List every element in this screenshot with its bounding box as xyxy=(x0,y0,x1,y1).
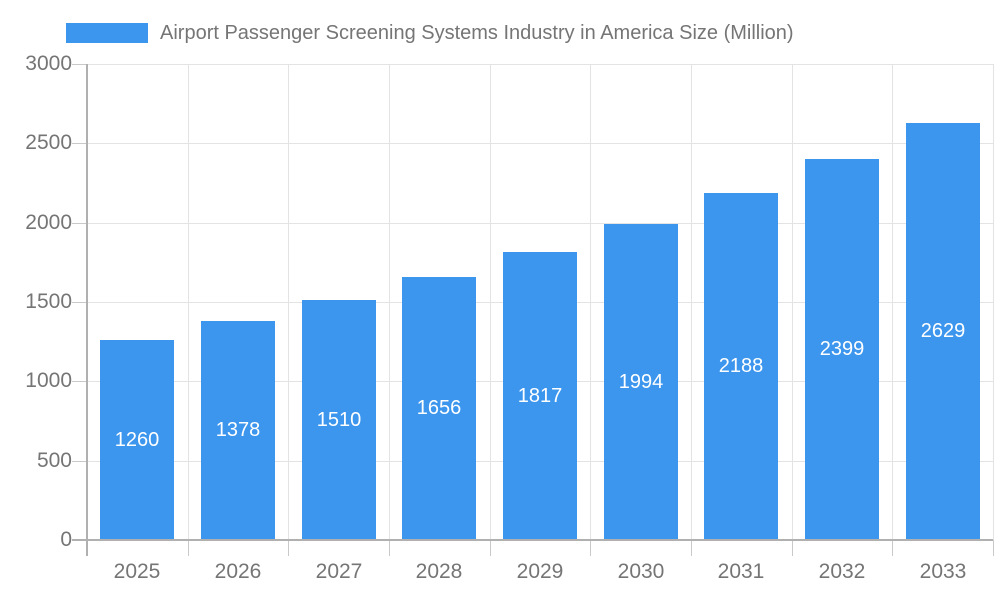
x-axis-tick-label: 2027 xyxy=(315,560,363,583)
y-axis-tick xyxy=(72,302,87,303)
y-axis-tick xyxy=(72,381,87,382)
gridline-vertical xyxy=(993,64,994,540)
bar-value-label: 1378 xyxy=(215,419,261,441)
x-axis-tick xyxy=(691,540,692,556)
bar-2033[interactable]: 2629 xyxy=(906,123,980,540)
x-axis-tick xyxy=(490,540,491,556)
x-axis-tick-label: 2031 xyxy=(717,560,765,583)
bar-2031[interactable]: 2188 xyxy=(704,193,778,540)
x-axis-tick-label: 2030 xyxy=(617,560,665,583)
x-axis-tick-label: 2028 xyxy=(415,560,463,583)
y-axis-tick-label: 2000 xyxy=(25,211,72,234)
bar-2026[interactable]: 1378 xyxy=(201,321,275,540)
bar-2028[interactable]: 1656 xyxy=(402,277,476,540)
x-axis-tick xyxy=(188,540,189,556)
y-axis-tick-label: 2500 xyxy=(25,131,72,154)
gridline-vertical xyxy=(590,64,591,540)
gridline-vertical xyxy=(691,64,692,540)
x-axis-tick-label: 2025 xyxy=(113,560,161,583)
x-axis-tick-label: 2033 xyxy=(919,560,967,583)
bar-value-label: 1994 xyxy=(618,370,664,393)
gridline-vertical xyxy=(188,64,189,540)
bar-value-label: 2629 xyxy=(920,320,966,342)
bar-value-label: 1656 xyxy=(416,397,462,419)
legend: Airport Passenger Screening Systems Indu… xyxy=(66,21,794,45)
gridline-horizontal xyxy=(87,223,993,224)
y-axis-tick-label: 3000 xyxy=(25,52,72,75)
bar-2032[interactable]: 2399 xyxy=(805,159,879,540)
x-axis-tick xyxy=(590,540,591,556)
x-axis-tick xyxy=(389,540,390,556)
gridline-horizontal xyxy=(87,64,993,65)
bar-value-label: 2188 xyxy=(718,355,764,377)
gridline-vertical xyxy=(892,64,893,540)
bar-2030[interactable]: 1994 xyxy=(604,224,678,540)
x-axis-line xyxy=(72,539,993,541)
y-axis-tick xyxy=(72,64,87,65)
chart-title: Airport Passenger Screening Systems Indu… xyxy=(160,21,794,44)
x-axis-tick-label: 2032 xyxy=(818,560,866,583)
y-axis-tick xyxy=(72,223,87,224)
bar-2027[interactable]: 1510 xyxy=(302,300,376,540)
y-axis-tick-label: 1000 xyxy=(25,369,72,392)
bar-2025[interactable]: 1260 xyxy=(100,340,174,540)
x-axis-tick-label: 2026 xyxy=(214,560,262,583)
gridline-horizontal xyxy=(87,143,993,144)
y-axis-line xyxy=(86,64,88,556)
gridline-vertical xyxy=(389,64,390,540)
bar-value-label: 2399 xyxy=(819,338,865,360)
x-axis-tick xyxy=(993,540,994,556)
x-axis-tick xyxy=(288,540,289,556)
x-axis-tick xyxy=(892,540,893,556)
y-axis-tick-label: 0 xyxy=(60,528,72,551)
gridline-vertical xyxy=(288,64,289,540)
y-axis-tick xyxy=(72,461,87,462)
y-axis-tick-label: 500 xyxy=(36,449,72,472)
gridline-vertical xyxy=(490,64,491,540)
bar-value-label: 1510 xyxy=(316,408,362,431)
bar-2029[interactable]: 1817 xyxy=(503,252,577,540)
bar-value-label: 1260 xyxy=(114,428,160,451)
x-axis-tick xyxy=(792,540,793,556)
bar-value-label: 1817 xyxy=(517,384,563,407)
x-axis-tick-label: 2029 xyxy=(516,560,564,583)
gridline-vertical xyxy=(792,64,793,540)
y-axis-tick xyxy=(72,143,87,144)
y-axis-tick-label: 1500 xyxy=(25,290,72,313)
legend-swatch xyxy=(66,23,148,43)
